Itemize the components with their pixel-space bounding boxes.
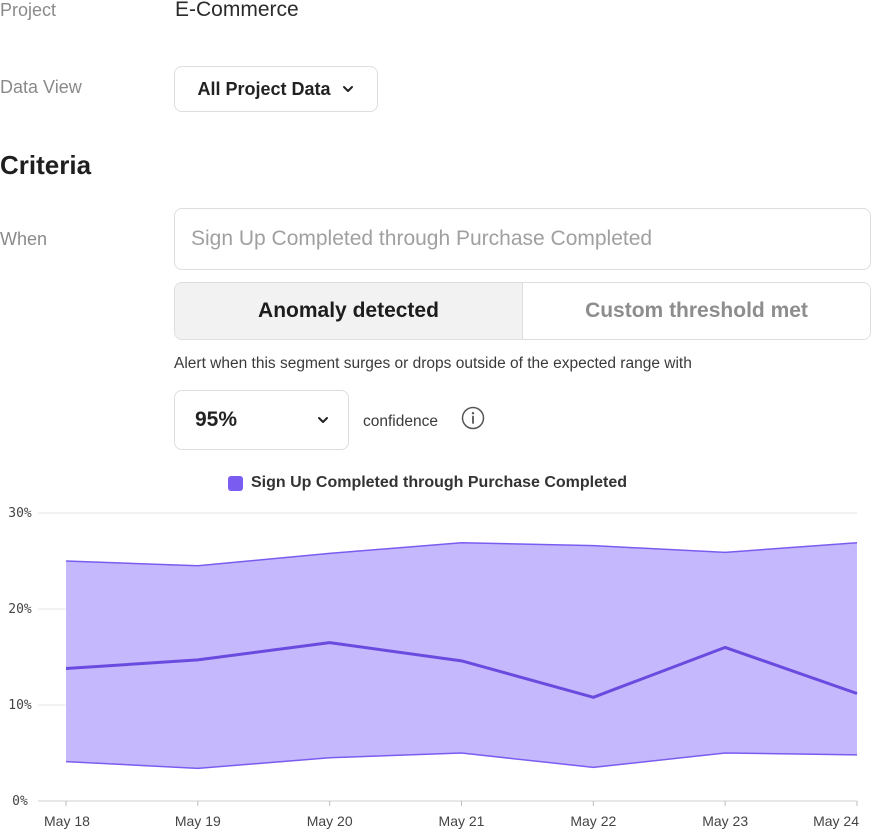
- data-view-label: Data View: [0, 77, 82, 97]
- when-label: When: [0, 229, 48, 249]
- chevron-down-icon: [318, 417, 328, 423]
- chevron-down-icon: [342, 86, 353, 92]
- when-event-value: Sign Up Completed through Purchase Compl…: [191, 227, 653, 250]
- x-tick-label: May 24: [813, 813, 859, 829]
- legend-label: Sign Up Completed through Purchase Compl…: [251, 474, 628, 491]
- project-value: E-Commerce: [175, 0, 299, 21]
- lower-bound-line: [65, 752, 858, 770]
- y-tick-label: 20%: [8, 602, 32, 617]
- alert-type-toggle: Anomaly detected Custom threshold met: [174, 282, 871, 340]
- data-view-dropdown[interactable]: All Project Data: [174, 66, 378, 112]
- info-icon[interactable]: [461, 406, 485, 430]
- x-tick-label: May 22: [570, 813, 616, 829]
- expected-range-band: [66, 542, 857, 769]
- x-tick-label: May 23: [702, 813, 748, 829]
- anomaly-chart: 30% 20% 10% 0% May 18 May 19 May 20 May 21 May 2…: [8, 506, 859, 829]
- y-tick-label: 10%: [8, 698, 32, 713]
- x-tick-label: May 19: [175, 813, 221, 829]
- x-tick-label: May 18: [44, 813, 90, 829]
- criteria-title: Criteria: [0, 150, 92, 180]
- project-label: Project: [0, 0, 57, 20]
- confidence-select[interactable]: 95%: [174, 390, 349, 450]
- x-tick-label: May 21: [439, 813, 485, 829]
- tab-custom-threshold[interactable]: Custom threshold met: [523, 283, 870, 339]
- tab-anomaly-detected[interactable]: Anomaly detected: [175, 283, 523, 339]
- y-tick-label: 0%: [12, 794, 28, 809]
- confidence-label: confidence: [363, 413, 438, 430]
- x-tick-label: May 20: [307, 813, 353, 829]
- alert-description: Alert when this segment surges or drops …: [174, 355, 692, 372]
- when-event-input[interactable]: Sign Up Completed through Purchase Compl…: [174, 208, 871, 270]
- upper-bound-line: [65, 542, 858, 567]
- confidence-value: 95%: [195, 408, 238, 431]
- chart-legend: Sign Up Completed through Purchase Compl…: [228, 474, 627, 492]
- legend-swatch: [228, 475, 243, 491]
- data-view-value: All Project Data: [197, 78, 331, 99]
- y-tick-label: 30%: [8, 506, 32, 521]
